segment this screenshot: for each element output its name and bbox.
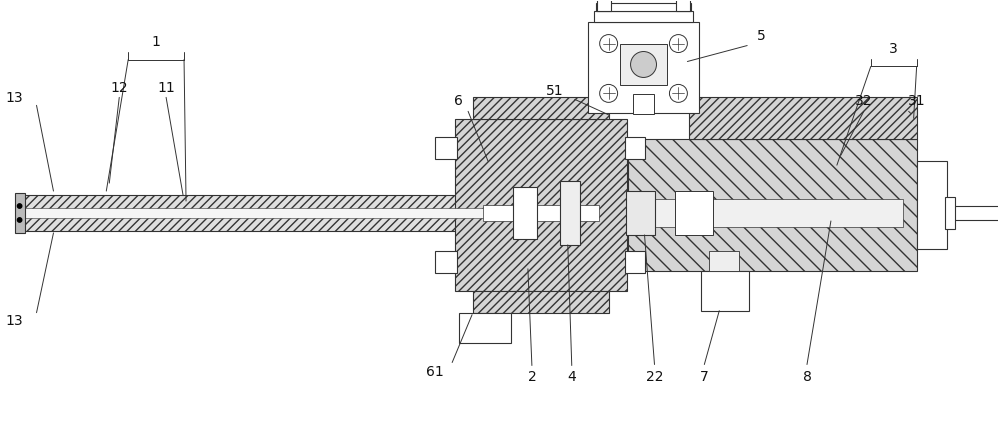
Text: 12: 12 [110,81,128,96]
Text: 13: 13 [6,313,23,328]
Bar [483,205,599,221]
Circle shape [17,218,22,222]
Bar [596,3,691,11]
Bar [628,139,917,271]
Bar [709,251,739,271]
Bar [675,191,713,235]
Text: 11: 11 [157,81,175,96]
Bar [625,251,645,273]
Bar [560,181,580,245]
Circle shape [600,85,618,102]
Text: 8: 8 [803,371,811,385]
Circle shape [600,35,618,52]
Bar [15,193,25,233]
Bar [637,97,651,113]
Circle shape [669,85,687,102]
Text: 7: 7 [700,371,709,385]
Text: 22: 22 [646,371,663,385]
Bar [513,187,537,239]
Circle shape [631,52,656,77]
Text: 5: 5 [757,29,766,43]
Bar [588,22,699,113]
Text: 4: 4 [567,371,576,385]
Bar [917,161,947,249]
Circle shape [669,35,687,52]
Text: 31: 31 [908,94,925,108]
Text: 2: 2 [528,371,536,385]
Text: 6: 6 [454,94,463,108]
Bar [625,137,645,159]
Bar [17,195,518,231]
Text: 3: 3 [889,41,898,55]
Text: 13: 13 [6,91,23,105]
Bar [597,0,611,11]
Text: 1: 1 [152,35,161,49]
Bar [676,0,690,11]
Bar [701,271,749,310]
Bar [473,97,609,119]
Text: 32: 32 [855,94,873,108]
Bar [435,251,457,273]
Bar [945,197,955,229]
Bar [459,313,511,343]
Circle shape [17,204,22,208]
Bar [947,206,1000,220]
Bar [455,119,627,291]
Bar [633,94,654,114]
Bar [636,199,903,227]
Bar [689,97,917,139]
Bar [626,191,655,235]
Text: 61: 61 [426,365,444,379]
Bar [594,11,693,22]
Bar [22,208,513,218]
Bar [473,291,609,313]
Bar [435,137,457,159]
Text: 51: 51 [546,85,564,99]
Bar [620,44,667,85]
